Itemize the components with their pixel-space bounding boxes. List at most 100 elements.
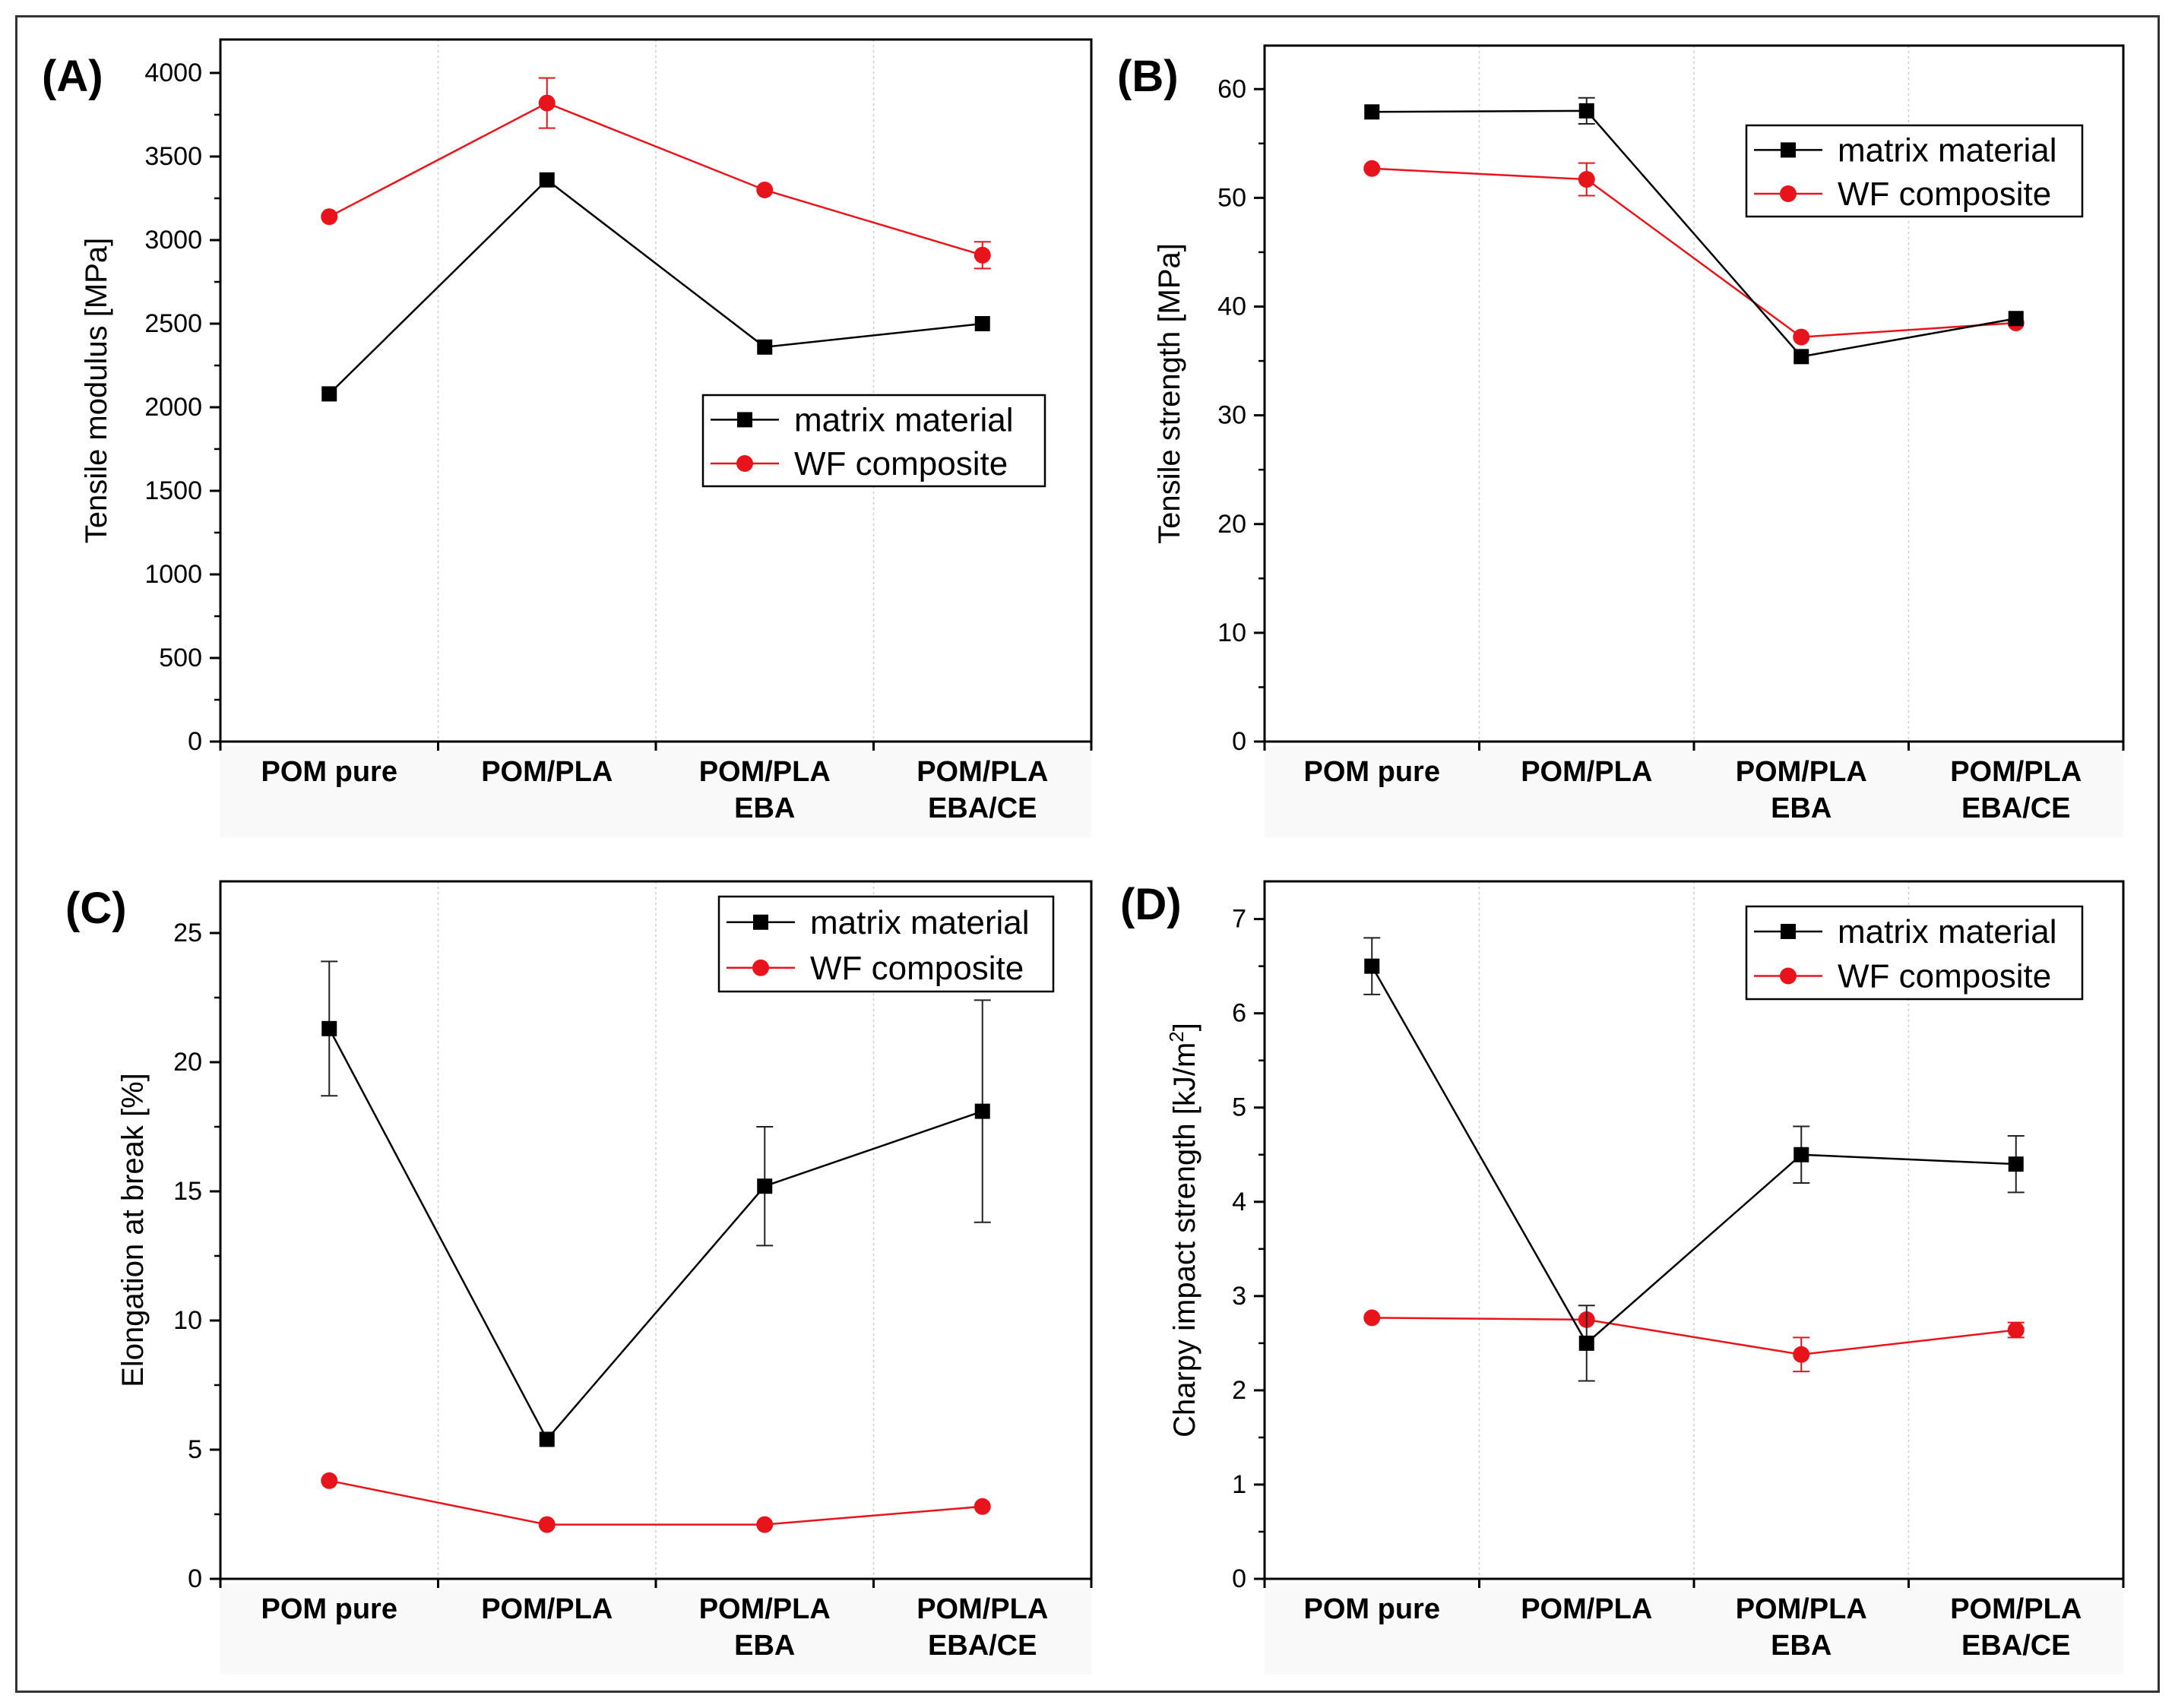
legend-marker-square bbox=[753, 914, 768, 930]
category-label: EBA/CE bbox=[928, 792, 1037, 824]
legend-label: WF composite bbox=[810, 950, 1024, 987]
category-band bbox=[1265, 1583, 2123, 1675]
legend-marker-square bbox=[1781, 923, 1796, 939]
legend-box bbox=[717, 895, 1055, 993]
legend-label: matrix material bbox=[1838, 913, 2057, 950]
y-tick-label: 5 bbox=[188, 1435, 202, 1464]
category-label: POM pure bbox=[261, 756, 397, 788]
data-point-circle bbox=[1363, 1309, 1381, 1327]
data-point-square bbox=[1364, 104, 1380, 120]
y-tick-label: 60 bbox=[1217, 74, 1246, 103]
legend: matrix material WF composite bbox=[701, 394, 1046, 488]
y-axis-label: Tensile strength [MPa] bbox=[1153, 243, 1186, 544]
y-tick-label: 3500 bbox=[144, 142, 202, 171]
y-tick-label: 3000 bbox=[144, 226, 202, 255]
category-label: EBA bbox=[734, 792, 795, 824]
category-label: POM/PLA bbox=[917, 756, 1048, 788]
series-matrix-material bbox=[321, 960, 991, 1447]
data-point-square bbox=[321, 386, 337, 402]
y-tick-label: 2000 bbox=[144, 393, 202, 422]
data-point-circle bbox=[321, 208, 338, 226]
legend-label: WF composite bbox=[794, 445, 1008, 482]
y-tick-label: 2 bbox=[1232, 1376, 1246, 1405]
legend-box bbox=[1745, 124, 2084, 218]
series-line bbox=[1372, 1317, 2016, 1356]
y-tick-label: 20 bbox=[173, 1048, 202, 1077]
category-label: POM/PLA bbox=[1736, 756, 1867, 788]
category-label: EBA/CE bbox=[928, 1630, 1037, 1662]
data-point-circle bbox=[321, 1472, 338, 1489]
panel-label: (D) bbox=[1120, 880, 1182, 929]
series-line bbox=[328, 102, 983, 256]
data-point-square bbox=[1794, 349, 1809, 365]
data-point-square bbox=[539, 1431, 555, 1447]
category-label: EBA/CE bbox=[1961, 1630, 2071, 1662]
data-point-circle bbox=[1578, 171, 1595, 188]
series-line bbox=[328, 179, 983, 395]
data-point-circle bbox=[756, 1516, 774, 1533]
data-point-square bbox=[2008, 1156, 2024, 1172]
y-axis-label: Tensile modulus [MPa] bbox=[80, 238, 113, 543]
chart-panel-3: 0 5 10 15 20 25 POM pure POM/PLA POM/PLA EBA POM/P… bbox=[65, 880, 1093, 1675]
y-tick-label: 10 bbox=[173, 1306, 202, 1335]
legend-marker-circle bbox=[1780, 185, 1797, 202]
category-label: POM/PLA bbox=[699, 756, 831, 788]
data-point-square bbox=[2008, 311, 2024, 327]
y-tick-label: 5 bbox=[1232, 1093, 1246, 1122]
category-label: POM/PLA bbox=[699, 1593, 831, 1625]
data-point-circle bbox=[756, 182, 774, 198]
data-point-circle bbox=[2007, 1321, 2025, 1339]
series-line bbox=[1372, 167, 2016, 338]
data-point-square bbox=[1364, 958, 1380, 974]
category-label: EBA/CE bbox=[1961, 792, 2071, 824]
series-wf-composite bbox=[1363, 1309, 2025, 1373]
category-label: POM/PLA bbox=[1950, 756, 2082, 788]
y-tick-label: 2500 bbox=[144, 309, 202, 338]
data-point-circle bbox=[974, 1498, 991, 1515]
category-label: POM/PLA bbox=[917, 1593, 1048, 1625]
legend: matrix material WF composite bbox=[1745, 124, 2084, 218]
y-tick-label: 4 bbox=[1232, 1188, 1246, 1216]
y-tick-label: 30 bbox=[1217, 401, 1246, 430]
series-line bbox=[329, 1479, 983, 1526]
category-band bbox=[220, 746, 1091, 837]
panel-label: (B) bbox=[1117, 52, 1179, 101]
y-tick-label: 4000 bbox=[144, 59, 202, 87]
series-line bbox=[328, 1028, 983, 1441]
category-label: EBA bbox=[1771, 792, 1831, 824]
legend-marker-circle bbox=[736, 455, 753, 472]
legend-box bbox=[1745, 905, 2084, 1001]
y-tick-label: 1 bbox=[1232, 1470, 1246, 1499]
data-point-circle bbox=[974, 246, 991, 264]
series-line bbox=[1371, 966, 2016, 1345]
data-point-circle bbox=[1793, 1346, 1810, 1363]
chart-panel-2: 0 10 20 30 40 50 60 POM pure POM/PLA POM/PLA EBA PO… bbox=[1117, 44, 2125, 837]
category-label: EBA bbox=[734, 1630, 795, 1662]
y-tick-label: 6 bbox=[1232, 999, 1246, 1028]
category-label: POM pure bbox=[1304, 756, 1440, 788]
data-point-circle bbox=[538, 94, 556, 112]
y-tick-label: 1000 bbox=[144, 560, 202, 589]
y-tick-label: 25 bbox=[173, 919, 202, 947]
category-label: POM/PLA bbox=[1736, 1593, 1867, 1625]
y-tick-label: 1500 bbox=[144, 476, 202, 505]
category-label: POM/PLA bbox=[1521, 1593, 1652, 1625]
y-tick-label: 20 bbox=[1217, 510, 1246, 539]
legend-label: matrix material bbox=[810, 904, 1030, 941]
y-tick-label: 0 bbox=[188, 727, 202, 756]
category-label: POM/PLA bbox=[481, 1593, 613, 1625]
data-point-square bbox=[539, 172, 555, 188]
legend-label: WF composite bbox=[1838, 176, 2051, 213]
category-label: POM/PLA bbox=[481, 756, 613, 788]
category-label: POM/PLA bbox=[1521, 756, 1652, 788]
y-tick-label: 40 bbox=[1217, 293, 1246, 321]
legend-label: matrix material bbox=[1838, 131, 2057, 169]
y-tick-label: 500 bbox=[159, 644, 202, 672]
chart-panel-4: 0 1 2 3 4 5 6 7 POM pure POM/PLA POM/PLA EBA POM/PLA… bbox=[1120, 880, 2125, 1675]
legend-label: WF composite bbox=[1838, 958, 2051, 995]
series-wf-composite bbox=[321, 77, 991, 270]
data-point-square bbox=[757, 1178, 773, 1194]
series-wf-composite bbox=[321, 1472, 991, 1533]
y-tick-label: 3 bbox=[1232, 1282, 1246, 1311]
